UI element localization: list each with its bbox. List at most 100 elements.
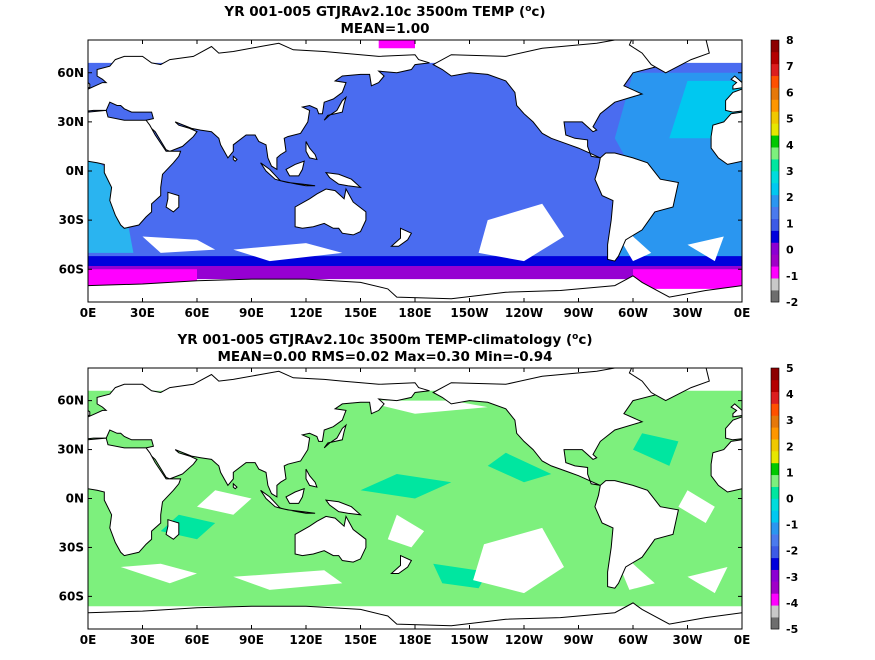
x-tick-label: 180E <box>398 633 431 647</box>
y-tick-label: 0N <box>66 492 84 506</box>
land-antarctica <box>88 602 742 629</box>
land-nz <box>390 227 413 247</box>
x-tick-label: 0E <box>734 306 751 320</box>
colorbar-swatch <box>771 462 779 476</box>
x-tick-label: 120W <box>505 306 543 320</box>
ocean-field-6 <box>88 266 742 280</box>
x-tick-label: 150W <box>450 306 488 320</box>
ocean-field-8 <box>633 269 742 289</box>
land-japan <box>323 95 347 121</box>
colorbar-swatch <box>771 557 779 570</box>
shallow-mask-9 <box>678 490 715 523</box>
x-tick-label: 150W <box>450 633 488 647</box>
shallow-mask-4 <box>687 236 724 262</box>
colorbar-swatch <box>771 486 779 499</box>
land-uk-wrap <box>730 403 742 418</box>
colorbar-swatch <box>771 403 779 416</box>
colorbar-swatch <box>771 171 779 184</box>
shallow-mask-0 <box>120 563 197 584</box>
x-tick-label: 30E <box>130 633 155 647</box>
land-greenland <box>628 40 710 74</box>
colorbar-label: 1 <box>786 217 794 230</box>
land-antarctica <box>88 275 742 302</box>
land-samerica <box>594 152 679 262</box>
colorbar-label: 2 <box>786 440 794 453</box>
colorbar-label: 3 <box>786 414 794 427</box>
land-philippines <box>305 468 318 488</box>
shallow-mask-2 <box>473 527 564 594</box>
land-africa-wrap <box>710 439 742 493</box>
colorbar-label: 0 <box>786 244 794 257</box>
land-australia <box>294 514 367 563</box>
x-tick-label: 30W <box>673 633 703 647</box>
shallow-mask-5 <box>360 400 488 414</box>
colorbar-swatch <box>771 75 779 88</box>
shallow-mask-3 <box>614 531 655 590</box>
colorbar-swatch <box>771 427 779 440</box>
colorbar-swatch <box>771 617 779 630</box>
chart-subtitle: MEAN=1.00 <box>340 21 429 37</box>
colorbar-swatch <box>771 266 779 279</box>
x-tick-label: 120E <box>289 633 322 647</box>
x-tick-label: 90E <box>239 306 264 320</box>
x-tick-label: 180E <box>398 306 431 320</box>
colorbar-swatch <box>771 278 779 291</box>
ocean-teal-patch-4 <box>433 563 488 589</box>
colorbar-frame <box>770 367 780 630</box>
colorbar-swatch <box>771 522 779 535</box>
y-tick-label: 0N <box>66 164 84 178</box>
shallow-mask-4 <box>687 567 728 594</box>
colorbar-label: 4 <box>786 139 794 152</box>
colorbar-label: -4 <box>786 597 799 610</box>
ocean-field-9 <box>378 40 415 49</box>
colorbar-label: 8 <box>786 34 794 47</box>
x-tick-label: 90E <box>239 633 264 647</box>
chart-subtitle: MEAN=0.00 RMS=0.02 Max=0.30 Min=-0.94 <box>217 349 552 365</box>
y-tick-label: 30N <box>57 443 84 457</box>
x-tick-label: 150E <box>344 306 377 320</box>
land-madagascar <box>165 191 180 213</box>
shallow-mask-8 <box>387 514 425 548</box>
x-tick-label: 60E <box>185 306 210 320</box>
colorbar-swatch <box>771 123 779 136</box>
colorbar-label: 1 <box>786 466 794 479</box>
shallow-mask-1 <box>233 243 343 262</box>
x-tick-label: 0E <box>80 633 97 647</box>
colorbar-swatch <box>771 368 779 381</box>
x-tick-label: 30E <box>130 306 155 320</box>
colorbar-swatch <box>771 63 779 77</box>
colorbar-swatch <box>771 206 779 219</box>
colorbar-swatch <box>771 510 779 523</box>
land-greenland <box>628 368 710 402</box>
shallow-mask-0 <box>142 236 216 253</box>
land-europe_asia-wrap <box>725 88 742 113</box>
x-tick-label: 0E <box>734 633 751 647</box>
land-srilanka <box>232 155 238 162</box>
land-japan <box>323 423 347 449</box>
colorbar-swatch <box>771 498 779 511</box>
colorbar-label: 0 <box>786 493 794 506</box>
map-field <box>88 40 742 302</box>
land-africa-wrap <box>710 111 742 165</box>
land-uk-wrap <box>730 75 742 90</box>
colorbar-swatch <box>771 545 779 559</box>
land-africa <box>88 109 182 229</box>
shallow-mask-2 <box>478 203 564 262</box>
x-tick-label: 150E <box>344 633 377 647</box>
map-field <box>88 368 742 629</box>
colorbar-frame <box>770 39 780 303</box>
colorbar-swatch <box>771 147 779 160</box>
land-borneo <box>285 487 305 504</box>
ocean-teal-patch-3 <box>633 433 679 466</box>
ocean-field-7 <box>88 269 197 286</box>
x-tick-label: 120W <box>505 633 543 647</box>
chart-title: YR 001-005 GTJRAv2.10c 3500m TEMP (oc) <box>223 4 545 20</box>
colorbar-swatch <box>771 230 779 243</box>
colorbar-label: 4 <box>786 388 794 401</box>
colorbar-label: 3 <box>786 165 794 178</box>
colorbar-label: 5 <box>786 113 794 126</box>
y-tick-label: 30S <box>59 213 84 227</box>
x-tick-label: 90W <box>564 633 594 647</box>
land-europe_asia-wrap <box>725 416 742 441</box>
